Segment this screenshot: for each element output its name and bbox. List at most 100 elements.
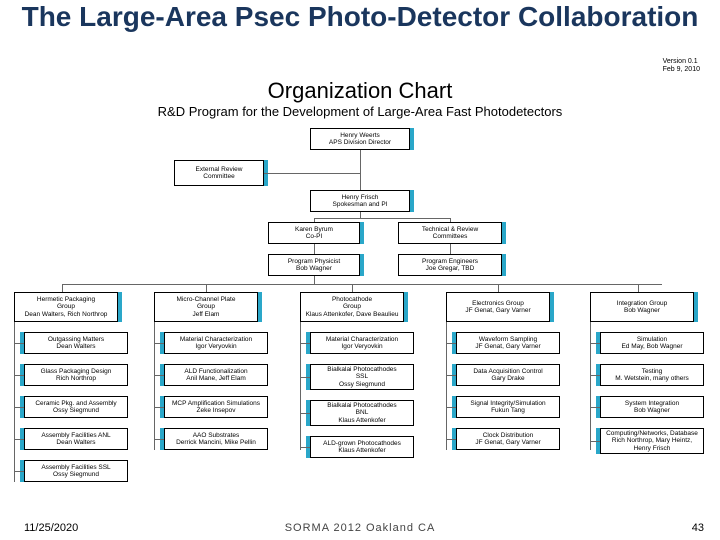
col-head-packaging: Hermetic Packaging Group Dean Walters, R… [14, 292, 118, 322]
node-c2r3: MCP Amplification SimulationsZeke Insepo… [164, 396, 268, 418]
node-line: Bob Wagner [296, 265, 332, 272]
node-line: M. Wetstein, many others [615, 375, 689, 382]
node-line: AAO Substrates [193, 432, 240, 439]
node-line: Karen Byrum [295, 226, 333, 233]
version-line1: Version 0.1 [663, 58, 700, 66]
subtitle-program: R&D Program for the Development of Large… [0, 104, 720, 119]
node-line: Group [57, 303, 75, 310]
node-line: Klaus Attenkofer [338, 447, 385, 454]
node-c2r1: Material CharacterizationIgor Veryovkin [164, 332, 268, 354]
version-line2: Feb 9, 2010 [663, 66, 700, 74]
node-c1r3: Ceramic Pkg. and AssemblyOssy Siegmund [24, 396, 128, 418]
node-c1r2: Glass Packaging DesignRich Northrop [24, 364, 128, 386]
node-line: Ceramic Pkg. and Assembly [35, 400, 116, 407]
node-c1r4: Assembly Facilities ANLDean Walters [24, 428, 128, 450]
col-head-integration: Integration Group Bob Wagner [590, 292, 694, 322]
node-line: Glass Packaging Design [41, 368, 112, 375]
node-line: Anil Mane, Jeff Elam [186, 375, 246, 382]
node-line: Material Characterization [326, 336, 398, 343]
node-line: Derrick Mancini, Mike Pellin [176, 439, 256, 446]
node-line: MCP Amplification Simulations [172, 400, 260, 407]
node-c3r2: Bialkalai PhotocathodesSSLOssy Siegmund [310, 364, 414, 390]
node-line: Dean Walters, Rich Northrop [25, 311, 108, 318]
subtitle-orgchart: Organization Chart [0, 78, 720, 104]
node-line: Committee [203, 173, 234, 180]
node-c2r2: ALD FunctionalizationAnil Mane, Jeff Ela… [164, 364, 268, 386]
node-committees: Technical & Review Committees [398, 222, 502, 244]
node-line: Integration Group [617, 300, 668, 307]
node-line: Micro-Channel Plate [177, 296, 236, 303]
footer-page-number: 43 [692, 522, 704, 534]
col-head-mcp: Micro-Channel Plate Group Jeff Elam [154, 292, 258, 322]
node-c1r1: Outgassing MattersDean Walters [24, 332, 128, 354]
node-line: Ossy Siegmund [53, 407, 99, 414]
node-line: JF Genat, Gary Varner [475, 343, 540, 350]
node-line: Assembly Facilities ANL [41, 432, 110, 439]
node-line: Zeke Insepov [196, 407, 235, 414]
node-line: Rich Northrop [56, 375, 96, 382]
col-head-electronics: Electronics Group JF Genat, Gary Varner [446, 292, 550, 322]
node-line: Electronics Group [472, 300, 524, 307]
node-c3r3: Bialkalai PhotocathodesBNLKlaus Attenkof… [310, 400, 414, 426]
node-line: Henry Frisch [342, 194, 379, 201]
node-c5r2: TestingM. Wetstein, many others [600, 364, 704, 386]
node-line: Group [197, 303, 215, 310]
node-line: Bob Wagner [624, 307, 660, 314]
node-line: JF Genat, Gary Varner [465, 307, 530, 314]
node-line: Fukun Tang [491, 407, 525, 414]
node-line: Bialkalai Photocathodes [327, 366, 396, 373]
node-copi: Karen Byrum Co-PI [268, 222, 360, 244]
node-line: Dean Walters [56, 343, 95, 350]
node-line: Data Acquisition Control [473, 368, 542, 375]
node-c4r3: Signal Integrity/SimulationFukun Tang [456, 396, 560, 418]
page-title: The Large-Area Psec Photo-Detector Colla… [0, 2, 720, 33]
node-line: Photocathode [332, 296, 372, 303]
node-line: APS Division Director [329, 139, 391, 146]
node-line: Group [343, 303, 361, 310]
node-line: Computing/Networks, Database [606, 430, 698, 437]
footer-mid: SORMA 2012 Oakland CA [0, 522, 720, 534]
node-line: Outgassing Matters [48, 336, 104, 343]
node-line: JF Genat, Gary Varner [475, 439, 540, 446]
col-head-photocathode: Photocathode Group Klaus Attenkofer, Dav… [300, 292, 404, 322]
node-c5r1: SimulationEd May, Bob Wagner [600, 332, 704, 354]
org-chart: Henry Weerts APS Division Director Exter… [0, 128, 720, 508]
node-line: Ed May, Bob Wagner [621, 343, 682, 350]
node-line: Waveform Sampling [479, 336, 537, 343]
node-line: ALD Functionalization [184, 368, 247, 375]
node-c4r1: Waveform SamplingJF Genat, Gary Varner [456, 332, 560, 354]
node-line: BNL [356, 409, 369, 416]
node-c5r4: Computing/Networks, DatabaseRich Northro… [600, 428, 704, 454]
node-line: Joe Gregar, TBD [426, 265, 475, 272]
node-line: Bialkalai Photocathodes [327, 402, 396, 409]
node-c2r4: AAO SubstratesDerrick Mancini, Mike Pell… [164, 428, 268, 450]
node-c3r4: ALD-grown PhotocathodesKlaus Attenkofer [310, 436, 414, 458]
node-line: System Integration [625, 400, 679, 407]
node-line: Spokesman and PI [333, 201, 388, 208]
node-line: Program Engineers [422, 258, 478, 265]
node-line: ALD-grown Photocathodes [323, 440, 401, 447]
node-c5r3: System IntegrationBob Wagner [600, 396, 704, 418]
node-line: Bob Wagner [634, 407, 670, 414]
node-line: Jeff Elam [193, 311, 220, 318]
node-line: SSL [356, 373, 368, 380]
node-c4r2: Data Acquisition ControlGary Drake [456, 364, 560, 386]
node-line: Co-PI [306, 233, 323, 240]
node-line: Committees [433, 233, 468, 240]
node-line: Igor Veryovkin [195, 343, 236, 350]
version-note: Version 0.1 Feb 9, 2010 [663, 58, 700, 75]
node-line: Simulation [637, 336, 667, 343]
node-line: Clock Distribution [483, 432, 534, 439]
node-c1r5: Assembly Facilities SSLOssy Siegmund [24, 460, 128, 482]
node-c3r1: Material CharacterizationIgor Veryovkin [310, 332, 414, 354]
node-line: Technical & Review [422, 226, 478, 233]
node-line: Material Characterization [180, 336, 252, 343]
node-line: External Review [196, 166, 243, 173]
node-director: Henry Weerts APS Division Director [310, 128, 410, 150]
node-line: Assembly Facilities SSL [41, 464, 110, 471]
node-line: Ossy Siegmund [339, 381, 385, 388]
node-line: Klaus Attenkofer [338, 417, 385, 424]
node-line: Klaus Attenkofer, Dave Beaulieu [306, 311, 399, 318]
node-line: Signal Integrity/Simulation [470, 400, 545, 407]
node-line: Igor Veryovkin [341, 343, 382, 350]
